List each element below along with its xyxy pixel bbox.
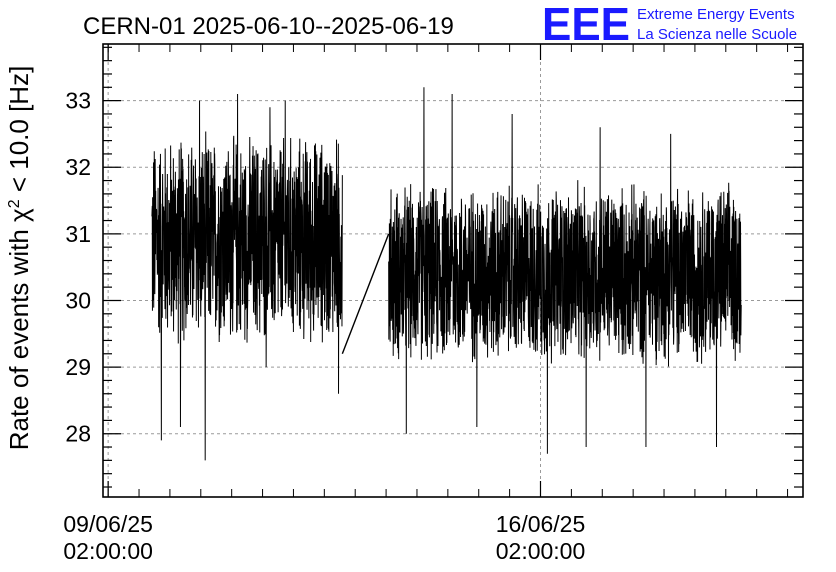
series-segment-2 xyxy=(388,87,742,454)
x-tick-label-date: 09/06/25 xyxy=(63,511,153,537)
eee-logo: EEE Extreme Energy Events La Scienza nel… xyxy=(542,0,797,50)
eee-logo-line2: La Scienza nelle Scuole xyxy=(637,26,797,43)
data-series xyxy=(151,87,742,461)
series-segment-1 xyxy=(151,93,343,461)
y-tick-label: 31 xyxy=(65,221,91,247)
y-axis-label: Rate of events with χ2 < 10.0 [Hz] xyxy=(4,66,34,451)
y-tick-label: 29 xyxy=(65,354,91,380)
x-tick-label-date: 16/06/25 xyxy=(496,511,586,537)
plot-frame xyxy=(102,43,804,498)
x-tick-label-time: 02:00:00 xyxy=(63,538,153,564)
y-tick-label: 30 xyxy=(65,287,91,313)
chart-title: CERN-01 2025-06-10--2025-06-19 xyxy=(83,13,454,40)
y-tick-label: 32 xyxy=(65,154,91,180)
x-tick-label-time: 02:00:00 xyxy=(496,538,586,564)
y-tick-label: 28 xyxy=(65,421,91,447)
eee-logo-mark: EEE xyxy=(542,0,630,50)
eee-logo-line1: Extreme Energy Events xyxy=(637,6,795,23)
axes: 28293031323309/06/2502:00:0016/06/2502:0… xyxy=(63,43,804,564)
gap-connector-line xyxy=(341,233,390,355)
y-tick-label: 33 xyxy=(65,88,91,114)
